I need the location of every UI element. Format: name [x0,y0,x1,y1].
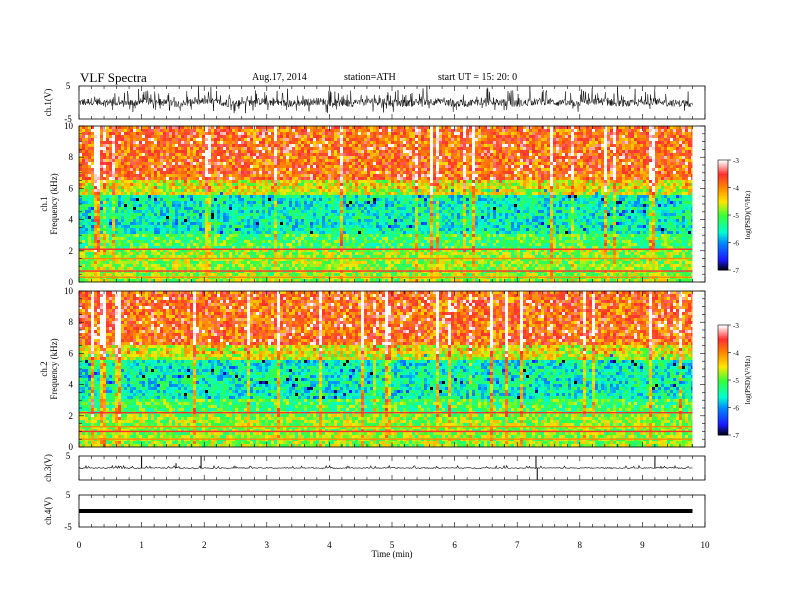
ch2-spectrogram-ytick-label: 0 [69,442,74,452]
ch3-ytick-label: 5 [66,451,71,461]
x-tick-label: 6 [452,540,457,550]
ch1-spectrogram-colorbar-tick-label: -7 [733,267,739,275]
ch2-spectrogram-nodata [692,291,705,447]
ch1-spectrogram-nodata [692,126,705,282]
ch1-spectrogram-colorbar-tick-label: -4 [733,185,739,193]
x-tick-label: 0 [77,540,82,550]
ch2-spectrogram-colorbar-tick-label: -7 [733,432,739,440]
ch1-spectrogram-ytick-label: 0 [69,277,74,287]
ch2-spectrogram-colorbar [718,325,728,436]
ch1-spectrogram-ylabel-freq: Frequency (kHz) [49,173,59,234]
x-tick-label: 10 [701,540,711,550]
ch1-spectrogram-ytick-label: 2 [69,246,74,256]
ch2-spectrogram-heatmap [79,291,695,448]
ch1-spectrogram-heatmap [79,126,695,283]
station-label: station=ATH [344,72,396,83]
ch1-spectrogram-ylabel-channel: ch.1 [39,196,49,211]
x-tick-label: 3 [265,540,270,550]
ch2-spectrogram-colorbar-tick-label: -5 [733,377,739,385]
ch1-trace [78,85,693,114]
ch1-ylabel: ch.1(V) [43,89,53,117]
ch4-ytick-label: -5 [64,522,72,532]
x-tick-label: 1 [139,540,144,550]
x-tick-label: 8 [578,540,583,550]
ch2-spectrogram-colorbar-label: log(PSD)(V²/Hz) [744,355,752,404]
ch2-spectrogram-colorbar-tick-label: -4 [733,350,739,358]
ch1-spectrogram-colorbar-tick-label: -6 [733,240,739,248]
ch1-spectrogram-ytick-label: 8 [69,152,74,162]
ch1-spectrogram-colorbar [718,160,728,271]
ch2-spectrogram-ytick-label: 2 [69,411,74,421]
ch2-spectrogram-ytick-label: 10 [64,286,74,296]
ch1-ytick-label: -5 [64,114,72,124]
ch4-ytick-label: 5 [66,490,71,500]
ch4-ylabel: ch.4(V) [43,497,53,525]
x-axis-label: Time (min) [372,549,413,559]
date-label: Aug.17, 2014 [252,72,307,83]
ch1-spectrogram-colorbar-tick-label: -3 [733,157,739,165]
ch2-spectrogram-ytick-label: 6 [69,348,74,358]
x-tick-label: 4 [327,540,332,550]
ch1-spectrogram-ytick-label: 10 [64,121,74,131]
x-tick-label: 5 [390,540,395,550]
ch3-trace [78,464,693,470]
ch2-spectrogram-ytick-label: 4 [69,380,74,390]
ch2-spectrogram-ytick-label: 8 [69,317,74,327]
ch1-spectrogram-colorbar-tick-label: -5 [733,212,739,220]
chart-title: VLF Spectra [80,70,147,86]
ch1-spectrogram-colorbar-label: log(PSD)(V²/Hz) [744,190,752,239]
ch2-spectrogram-ylabel-freq: Frequency (kHz) [49,338,59,399]
ch3-ylabel: ch.3(V) [43,454,53,482]
ch2-spectrogram-ylabel-channel: ch.2 [39,361,49,376]
ch1-spectrogram-ytick-label: 4 [69,215,74,225]
ch1-spectrogram-ytick-label: 6 [69,183,74,193]
ch1-ytick-label: 5 [66,81,71,91]
x-tick-label: 9 [640,540,645,550]
start-time-label: start UT = 15: 20: 0 [438,72,517,83]
x-tick-label: 2 [202,540,207,550]
ch2-spectrogram-colorbar-tick-label: -6 [733,405,739,413]
x-tick-label: 7 [515,540,520,550]
ch2-spectrogram-colorbar-tick-label: -3 [733,322,739,330]
